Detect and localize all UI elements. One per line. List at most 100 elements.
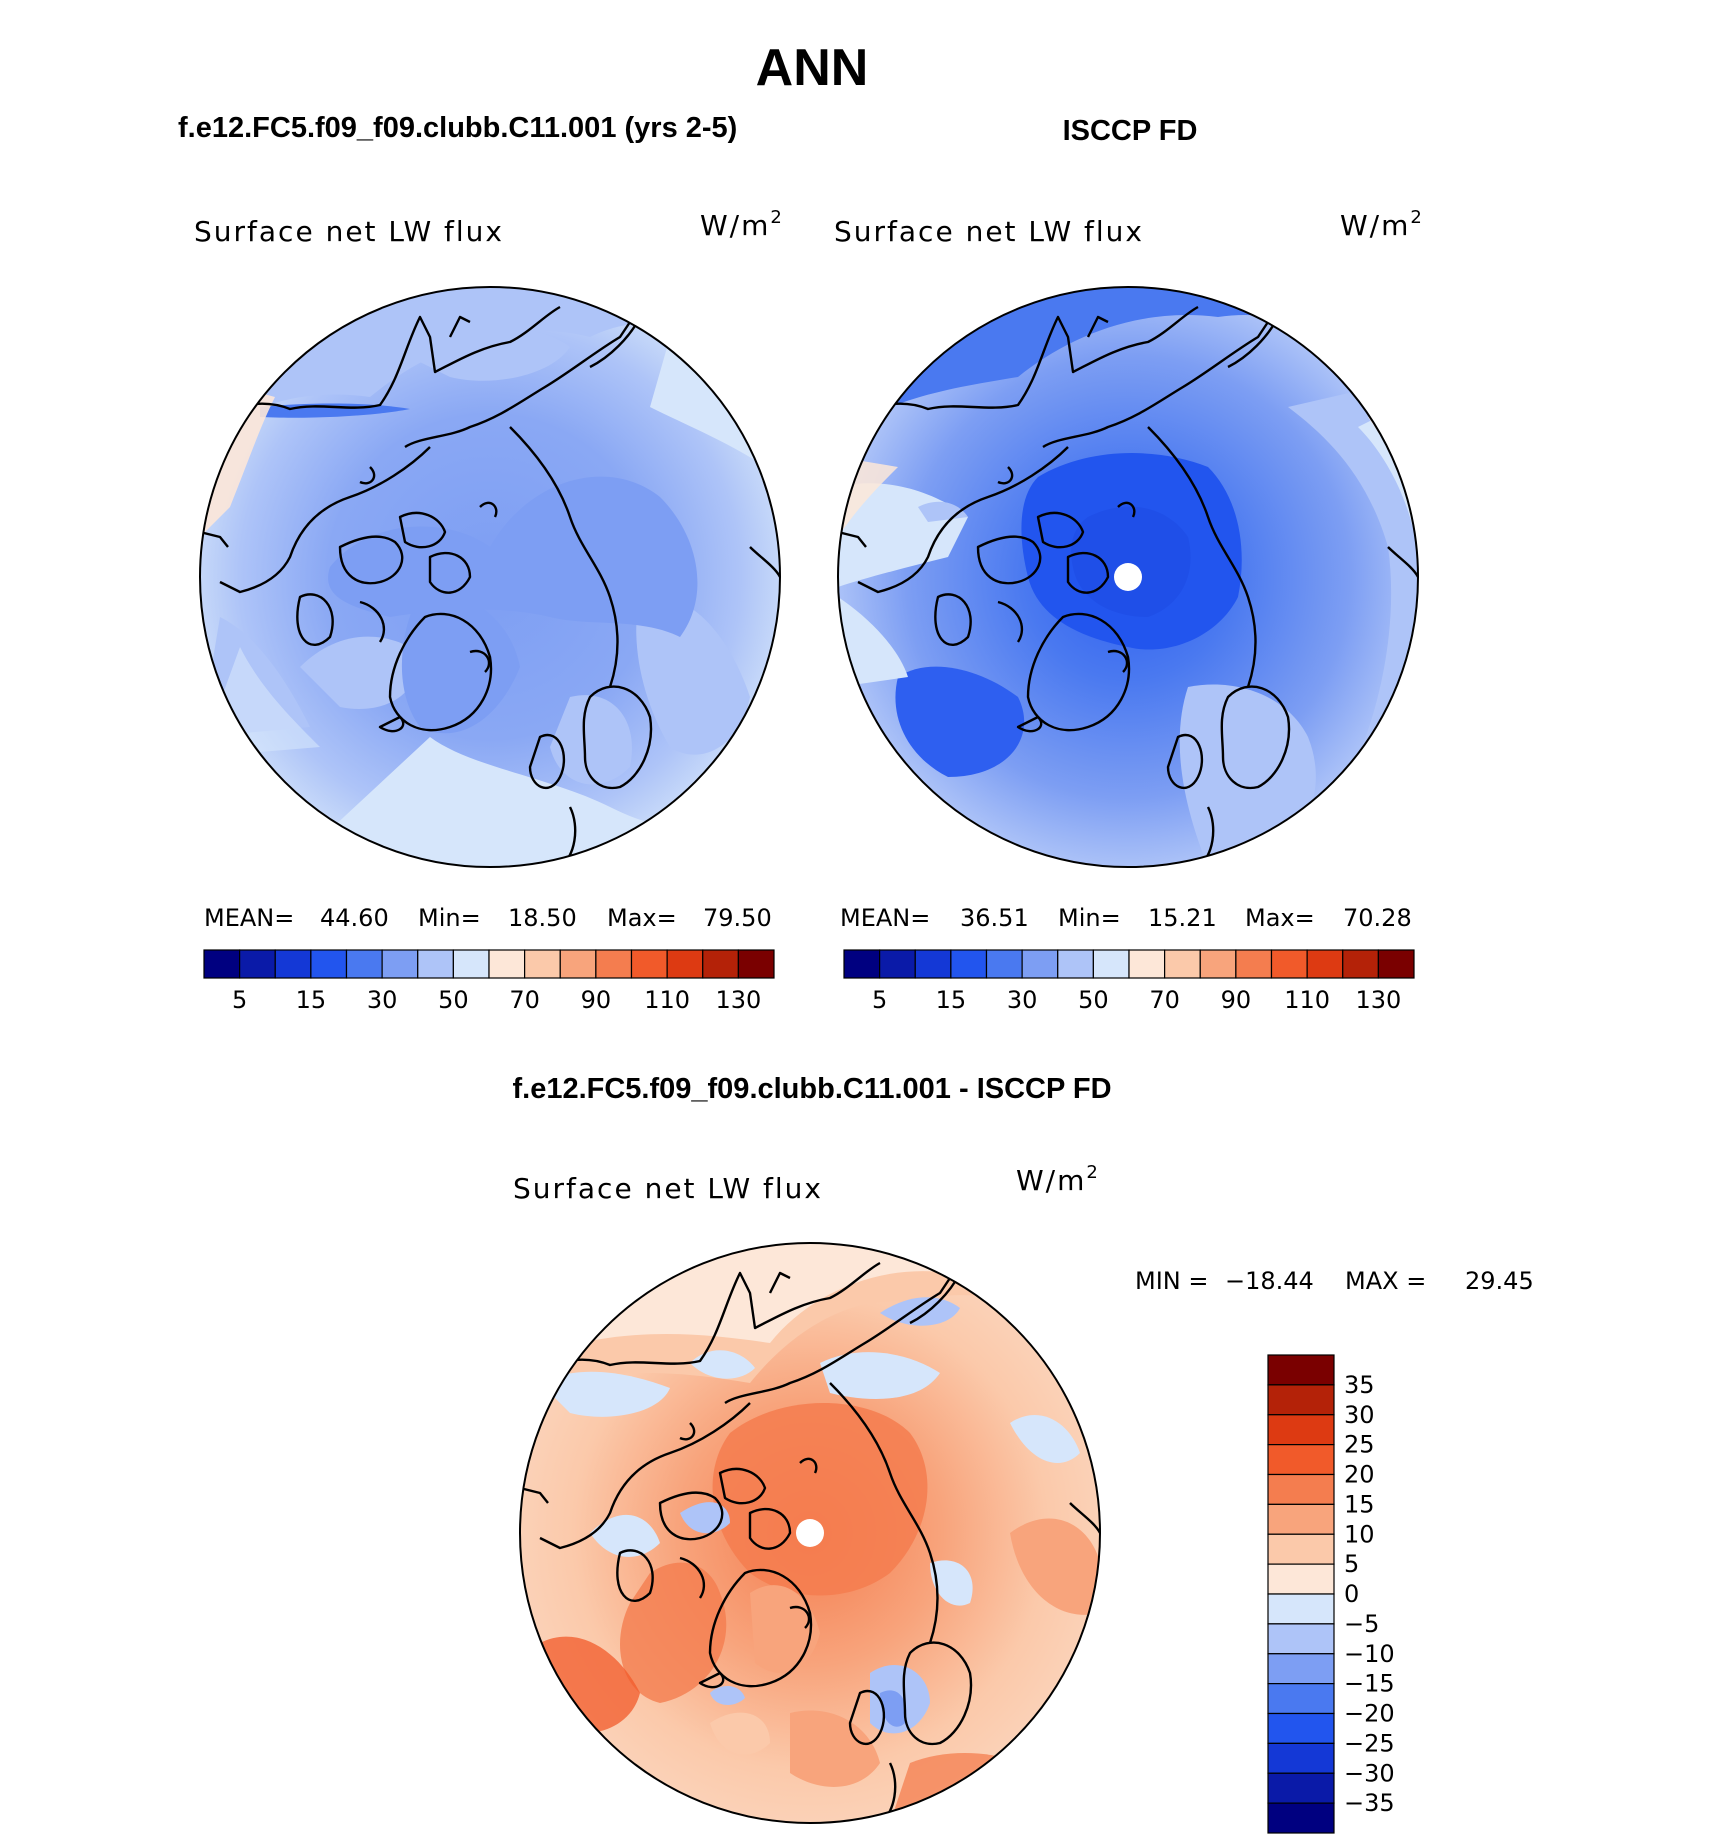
variable-label: Surface net LW flux [834, 215, 1144, 248]
colorbar-swatch [203, 949, 241, 979]
colorbar-tick-label: −10 [1344, 1640, 1395, 1668]
colorbar-swatch [452, 949, 490, 979]
colorbar-tick-label: 50 [438, 986, 469, 1014]
colorbar-tick-label: 30 [367, 986, 398, 1014]
colorbar-swatch [1377, 949, 1415, 979]
stat-max-label: Max= [1245, 904, 1315, 932]
polar-map [519, 1242, 1101, 1824]
colorbar-tick-label: 110 [1284, 986, 1330, 1014]
stat-max-value: 79.50 [703, 904, 772, 932]
stat-mean-value: 36.51 [960, 904, 1029, 932]
map-border [837, 286, 1419, 868]
colorbar-swatch [1267, 1683, 1335, 1715]
colorbar: 5 15 30 50 70 90 110 130 [203, 949, 775, 1014]
colorbar-tick-label: 15 [296, 986, 327, 1014]
bottom-title: f.e12.FC5.f09_f09.clubb.C11.001 - ISCCP … [512, 1073, 1111, 1105]
stat-min-label: Min= [1058, 904, 1121, 932]
units-base: W/m [1340, 209, 1410, 242]
colorbar-swatch [1267, 1742, 1335, 1774]
colorbar-tick-label: 20 [1344, 1461, 1375, 1489]
pole-hole [1114, 563, 1142, 591]
colorbar-swatch [488, 949, 526, 979]
units-base: W/m [700, 209, 770, 242]
colorbar-swatch [950, 949, 988, 979]
variable-label: Surface net LW flux [194, 215, 504, 248]
colorbar-swatch [381, 949, 419, 979]
colorbar-tick-label: 15 [1344, 1490, 1375, 1518]
colorbar-swatch [985, 949, 1023, 979]
colorbar-tick-label: 5 [1344, 1550, 1359, 1578]
stat-max-value: 29.45 [1465, 1267, 1534, 1295]
colorbar-swatch [843, 949, 881, 979]
colorbar-swatch [1199, 949, 1237, 979]
panel-model: Surface net LW flux W/m2 [194, 207, 783, 1014]
top-right-title: ISCCP FD [1063, 115, 1198, 147]
colorbar-tick-label: 30 [1007, 986, 1038, 1014]
colorbar-tick-label: 0 [1344, 1580, 1359, 1608]
colorbar-tick-label: −20 [1344, 1700, 1395, 1728]
colorbar-swatch [702, 949, 739, 979]
colorbar-swatch [1267, 1503, 1335, 1535]
colorbar-swatch [1267, 1444, 1335, 1476]
top-left-title: f.e12.FC5.f09_f09.clubb.C11.001 (yrs 2-5… [178, 112, 737, 144]
stat-min-label: MIN = [1135, 1267, 1208, 1295]
polar-map [199, 286, 781, 868]
colorbar-tick-label: −35 [1344, 1789, 1395, 1817]
colorbar-tick-label: 30 [1344, 1401, 1375, 1429]
colorbar-swatch [1267, 1593, 1335, 1625]
colorbar-tick-label: 25 [1344, 1431, 1375, 1459]
stat-min-label: Min= [418, 904, 481, 932]
colorbar-swatch [1021, 949, 1059, 979]
polar-map [837, 286, 1419, 868]
colorbar-swatch [737, 949, 775, 979]
colorbar-swatch [1267, 1473, 1335, 1505]
colorbar-swatch [524, 949, 561, 979]
map-border [519, 1242, 1101, 1824]
colorbar-swatch [417, 949, 454, 979]
stat-max-value: 70.28 [1343, 904, 1412, 932]
colorbar-swatch [1306, 949, 1344, 979]
colorbar-tick-label: 90 [581, 986, 612, 1014]
stat-min-value: 15.21 [1148, 904, 1217, 932]
colorbar-tick-label: 5 [872, 986, 887, 1014]
panel-difference: Surface net LW flux W/m2 [513, 1162, 1534, 1834]
colorbar-tick-label: 70 [1149, 986, 1180, 1014]
panel-observed: Surface net LW flux W/m2 [834, 207, 1424, 1014]
variable-label: Surface net LW flux [513, 1172, 823, 1205]
stats-line: MIN = −18.44 MAX = 29.45 [1135, 1267, 1534, 1295]
colorbar-tick-label: 5 [232, 986, 247, 1014]
units-exponent: 2 [770, 207, 783, 228]
colorbar-tick-label: 130 [715, 986, 761, 1014]
colorbar-swatch [666, 949, 704, 979]
colorbar-swatch [1342, 949, 1379, 979]
colorbar-swatch [1057, 949, 1094, 979]
units-label: W/m2 [1340, 207, 1424, 242]
units-label: W/m2 [1016, 1162, 1100, 1197]
colorbar-swatch [1270, 949, 1308, 979]
stat-max-label: MAX = [1345, 1267, 1426, 1295]
colorbar-swatch [1164, 949, 1201, 979]
colorbar-swatch [595, 949, 633, 979]
colorbar-tick-label: 35 [1344, 1371, 1375, 1399]
colorbar-tick-label: 90 [1221, 986, 1252, 1014]
stat-mean-label: MEAN= [840, 904, 930, 932]
colorbar-tick-label: −5 [1344, 1610, 1379, 1638]
colorbar: 5 15 30 50 70 90 110 130 [843, 949, 1415, 1014]
colorbar-swatch [1267, 1354, 1335, 1386]
colorbar-swatch [914, 949, 952, 979]
stat-min-value: −18.44 [1225, 1267, 1314, 1295]
colorbar-swatch [1092, 949, 1130, 979]
colorbar-tick-label: 50 [1078, 986, 1109, 1014]
colorbar-tick-label: 15 [936, 986, 967, 1014]
stats-line: MEAN= 36.51 Min= 15.21 Max= 70.28 [840, 904, 1412, 932]
colorbar-swatch [1128, 949, 1166, 979]
colorbar-swatch [1235, 949, 1273, 979]
colorbar-swatch [1267, 1533, 1335, 1565]
colorbar-swatch [274, 949, 312, 979]
stats-line: MEAN= 44.60 Min= 18.50 Max= 79.50 [204, 904, 772, 932]
stat-min-value: 18.50 [508, 904, 577, 932]
coastlines [200, 300, 780, 867]
colorbar-tick-label: −15 [1344, 1670, 1395, 1698]
